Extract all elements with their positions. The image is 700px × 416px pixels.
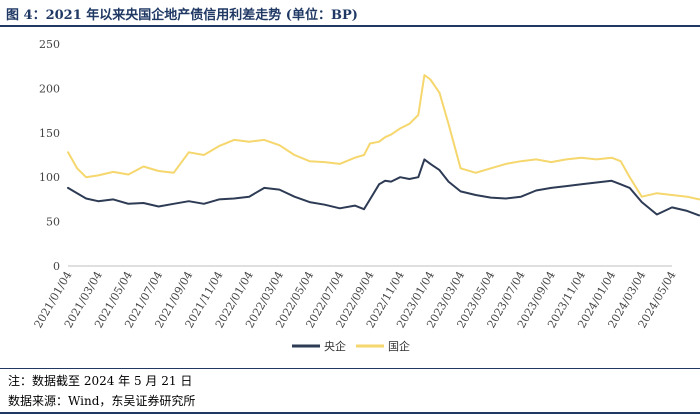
bottom-rule — [0, 412, 700, 414]
y-tick-label: 0 — [53, 260, 60, 273]
footer-note: 注：数据截至 2024 年 5 月 21 日 — [8, 374, 193, 388]
y-tick-label: 100 — [39, 171, 60, 184]
chart-title: 图 4：2021 年以来央国企地产债信用利差走势 (单位：BP) — [6, 8, 358, 23]
y-tick-label: 50 — [46, 216, 60, 229]
top-rule — [0, 25, 700, 27]
legend-label: 国企 — [388, 339, 410, 353]
y-tick-label: 200 — [39, 82, 60, 95]
series-line-local-soe — [67, 74, 700, 201]
line-chart: 0501001502002502021/01/042021/03/042021/… — [32, 38, 700, 353]
y-tick-label: 250 — [39, 38, 60, 51]
series-line-central-soe — [67, 158, 700, 217]
legend-label: 央企 — [324, 339, 346, 353]
footer-rule — [0, 368, 700, 369]
footer-source: 数据来源：Wind，东吴证券研究所 — [8, 394, 196, 408]
y-tick-label: 150 — [39, 127, 60, 140]
